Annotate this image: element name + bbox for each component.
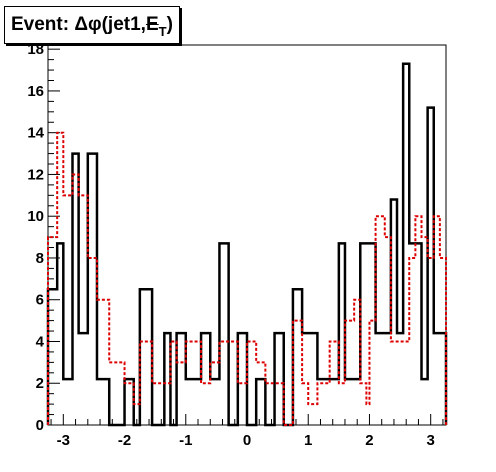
- title-met: E: [145, 14, 159, 35]
- x-tick-label: 2: [365, 432, 373, 449]
- chart-title: Event: Δφ(jet1,ET): [4, 6, 180, 44]
- y-tick-label: 16: [27, 83, 44, 100]
- series-layer: [46, 62, 448, 427]
- title-middle: (jet1,: [101, 14, 146, 35]
- y-tick-label: 14: [27, 125, 44, 142]
- series-solid-step: [46, 62, 448, 427]
- x-tick-label: -3: [57, 432, 70, 449]
- y-tick-label: 6: [36, 292, 44, 309]
- y-tick-label: 0: [36, 417, 44, 434]
- y-tick-label: 18: [27, 41, 44, 58]
- y-tick-label: 10: [27, 208, 44, 225]
- series-dashed-step: [47, 131, 447, 426]
- x-tick-label: 3: [427, 432, 435, 449]
- x-tick-label: 1: [304, 432, 312, 449]
- title-subscript: T: [158, 24, 167, 39]
- x-tick-label: -2: [118, 432, 131, 449]
- title-suffix: ): [166, 14, 173, 35]
- y-tick-label: 2: [36, 375, 44, 392]
- y-tick-label: 8: [36, 250, 44, 267]
- y-tick-label: 12: [27, 166, 44, 183]
- x-tick-label: 0: [243, 432, 251, 449]
- title-prefix: Event:: [11, 14, 75, 35]
- x-tick-label: -1: [179, 432, 192, 449]
- title-symbol: Δφ: [74, 14, 102, 35]
- y-tick-label: 4: [36, 333, 45, 350]
